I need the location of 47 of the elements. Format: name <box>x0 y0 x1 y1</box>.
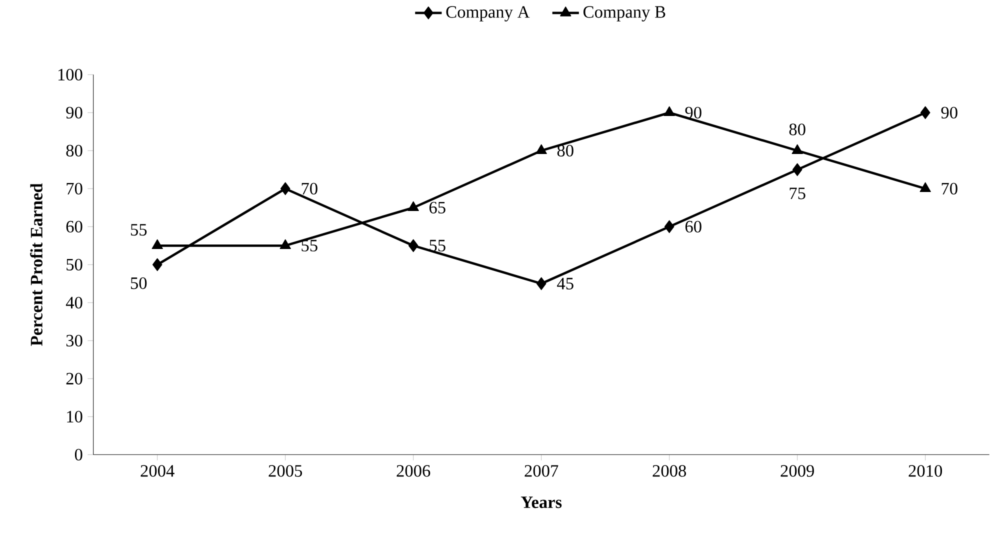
point <box>920 106 930 120</box>
data-label: 45 <box>557 278 574 290</box>
y-tick-label: 60 <box>66 220 82 233</box>
point <box>152 239 163 250</box>
data-label: 80 <box>789 124 806 136</box>
y-tick-label: 80 <box>66 144 82 157</box>
point <box>408 201 419 212</box>
legend-label: Company B <box>583 6 666 22</box>
data-label: 70 <box>942 182 958 195</box>
point <box>280 239 291 250</box>
point <box>536 144 547 154</box>
y-tick-label: 40 <box>66 296 82 309</box>
y-tick-label: 0 <box>74 448 82 461</box>
y-tick-label: 70 <box>66 182 82 195</box>
y-tick-label: 50 <box>66 258 82 271</box>
data-label: 50 <box>130 278 147 290</box>
legend-label: Company A <box>446 6 530 22</box>
data-label: 70 <box>302 182 318 195</box>
x-tick-label: 2007 <box>524 465 558 477</box>
y-axis-title: Percent Profit Earned <box>30 184 42 346</box>
data-label: 65 <box>429 202 446 214</box>
point <box>408 239 418 252</box>
y-tick-label: 10 <box>67 410 82 423</box>
point <box>664 220 674 234</box>
data-label: 55 <box>130 224 147 236</box>
y-tick-label: 30 <box>66 334 82 347</box>
x-tick-label: 2006 <box>396 465 430 477</box>
point <box>664 106 675 116</box>
point <box>792 144 803 154</box>
data-label: 80 <box>557 144 574 157</box>
x-tick-label: 2004 <box>140 465 174 477</box>
point <box>152 258 162 272</box>
y-tick-label: 20 <box>66 372 82 385</box>
y-tick-label: 90 <box>66 106 82 119</box>
x-tick-label: 2008 <box>652 465 686 477</box>
x-tick-label: 2010 <box>908 465 942 477</box>
data-label: 75 <box>790 188 806 200</box>
point <box>920 182 931 192</box>
data-label: 60 <box>685 220 702 233</box>
y-tick-label: 100 <box>58 68 82 81</box>
x-tick-label: 2009 <box>780 465 814 477</box>
point <box>536 277 546 290</box>
x-tick-label: 2005 <box>268 465 302 477</box>
x-axis-title: Years <box>520 496 562 508</box>
point <box>792 163 802 176</box>
point <box>280 182 290 196</box>
data-label: 90 <box>941 106 958 119</box>
